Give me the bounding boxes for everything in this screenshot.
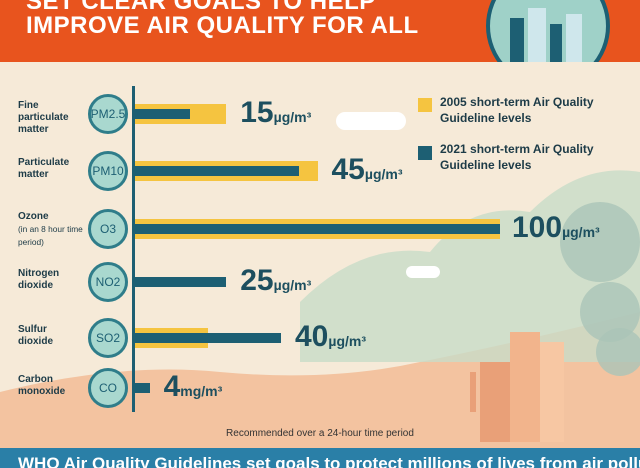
bar-2021 [135, 383, 150, 393]
cloud [406, 266, 440, 278]
pollutant-symbol-icon: O3 [88, 209, 128, 249]
pollutant-label: Fine particulate matter [18, 100, 69, 135]
legend-2005-swatch [418, 98, 432, 112]
bar-2021 [135, 277, 227, 287]
pollutant-subnote: (in an 8 hour time period) [18, 224, 83, 247]
chart-axis [132, 86, 135, 412]
footer-banner: WHO Air Quality Guidelines set goals to … [0, 448, 640, 468]
legend-2021-label: 2021 short-term Air Quality Guideline le… [440, 142, 594, 172]
header-title-line2: IMPROVE AIR QUALITY FOR ALL [26, 12, 419, 39]
pollutant-value-label: 45µg/m³ [331, 153, 403, 186]
pollutant-value-label: 15µg/m³ [240, 96, 312, 129]
footer-text: WHO Air Quality Guidelines set goals to … [18, 454, 640, 468]
pollutant-label: Sulfur dioxide [18, 324, 54, 347]
pollutant-value-label: 4mg/m³ [163, 370, 223, 403]
bar-2021 [135, 166, 300, 176]
pollutant-symbol-icon: NO2 [88, 262, 128, 302]
pollutant-symbol-icon: CO [88, 368, 128, 408]
pollutant-symbol-icon: SO2 [88, 318, 128, 358]
legend-2005-label: 2005 short-term Air Quality Guideline le… [440, 95, 594, 125]
pollutant-symbol-icon: PM10 [88, 151, 128, 191]
pollutant-label: Ozone (in an 8 hour time period) [18, 211, 83, 247]
pollutant-value-label: 40µg/m³ [295, 320, 366, 353]
pollutant-label: Carbon monoxide [18, 374, 66, 397]
bar-2021 [135, 333, 281, 343]
legend-2021-swatch [418, 146, 432, 160]
time-period-note: Recommended over a 24-hour time period [226, 428, 414, 439]
pollutant-value-label: 100µg/m³ [512, 211, 600, 244]
pollutant-label: Nitrogen dioxide [18, 268, 60, 291]
bar-2021 [135, 109, 190, 119]
pollutant-label: Particulate matter [18, 157, 70, 180]
pollutant-value-label: 25µg/m³ [240, 264, 312, 297]
bar-2021 [135, 224, 500, 234]
pollutant-symbol-icon: PM2.5 [88, 94, 128, 134]
header-title-line1: SET CLEAR GOALS TO HELP [26, 0, 376, 15]
cloud [336, 112, 406, 130]
